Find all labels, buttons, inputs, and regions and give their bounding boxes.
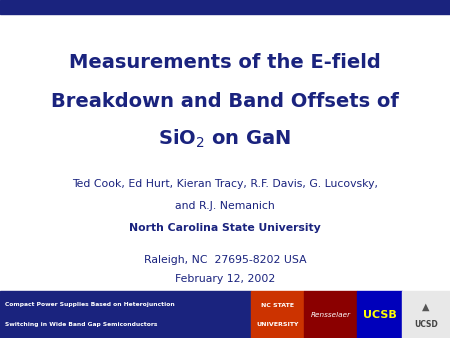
Text: Switching in Wide Band Gap Semiconductors: Switching in Wide Band Gap Semiconductor…	[5, 321, 158, 327]
Bar	[251, 291, 304, 338]
Text: Breakdown and Band Offsets of: Breakdown and Band Offsets of	[51, 92, 399, 111]
Text: Ted Cook, Ed Hurt, Kieran Tracy, R.F. Davis, G. Lucovsky,: Ted Cook, Ed Hurt, Kieran Tracy, R.F. Da…	[72, 179, 378, 189]
Bar	[357, 291, 402, 338]
Bar	[402, 291, 450, 338]
Text: Compact Power Supplies Based on Heterojunction: Compact Power Supplies Based on Heteroju…	[5, 302, 175, 307]
Bar	[304, 291, 357, 338]
Text: ▲: ▲	[423, 301, 430, 311]
Text: Measurements of the E-field: Measurements of the E-field	[69, 53, 381, 72]
Text: SiO$_2$ on GaN: SiO$_2$ on GaN	[158, 127, 292, 150]
Text: February 12, 2002: February 12, 2002	[175, 274, 275, 284]
Text: Rensselaer: Rensselaer	[310, 312, 351, 318]
Text: UCSB: UCSB	[363, 310, 397, 320]
Bar	[0, 0, 450, 14]
Bar	[0, 291, 251, 338]
Text: NC STATE: NC STATE	[261, 303, 294, 308]
Text: UNIVERSITY: UNIVERSITY	[256, 321, 299, 327]
Text: and R.J. Nemanich: and R.J. Nemanich	[175, 201, 275, 211]
Text: UCSD: UCSD	[414, 320, 438, 330]
Text: North Carolina State University: North Carolina State University	[129, 223, 321, 233]
Text: Raleigh, NC  27695-8202 USA: Raleigh, NC 27695-8202 USA	[144, 255, 306, 265]
